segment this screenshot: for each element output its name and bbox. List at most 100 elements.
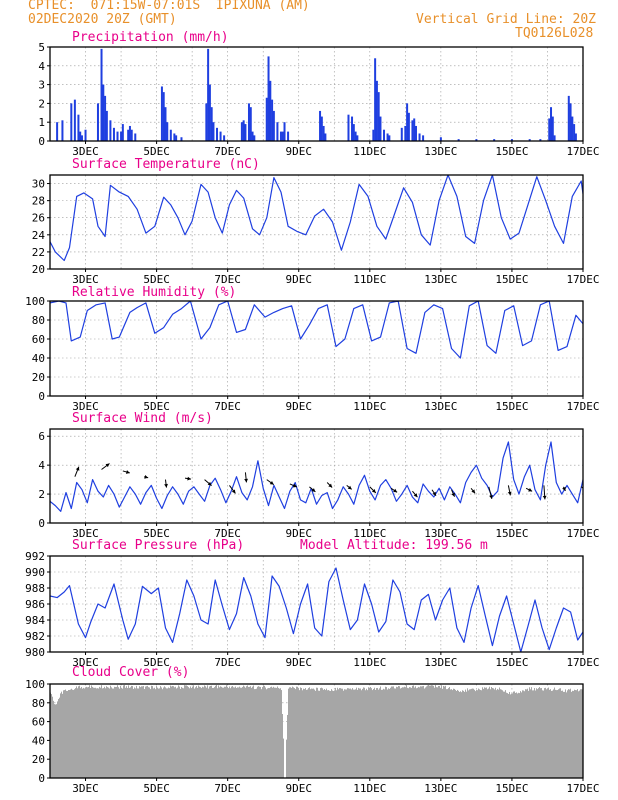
wind-arrow-head <box>311 488 316 492</box>
cloud-bar <box>244 686 245 778</box>
x-tick-label: 7DEC <box>214 400 241 413</box>
cloud-bar <box>499 687 500 778</box>
cloud-bar <box>545 687 546 778</box>
precip-bar <box>244 124 247 141</box>
x-tick-label: 11DEC <box>353 656 386 669</box>
cloud-bar <box>484 687 485 778</box>
cloud-bar <box>175 686 176 778</box>
cloud-bar <box>257 686 258 778</box>
cloud-bar <box>250 686 251 778</box>
cloud-bar <box>496 690 497 778</box>
cloud-bar <box>328 690 329 778</box>
cloud-bar <box>228 688 229 778</box>
cloud-bar <box>93 687 94 778</box>
cloud-bar <box>372 690 373 778</box>
cloud-bar <box>379 688 380 778</box>
x-tick-label: 11DEC <box>353 782 386 795</box>
cloud-bar <box>103 688 104 778</box>
cloud-bar <box>116 686 117 778</box>
cloud-bar <box>203 687 204 778</box>
cloud-bar <box>297 686 298 778</box>
cloud-bar <box>158 688 159 778</box>
precip-bar <box>375 80 378 141</box>
y-tick-label: 5 <box>38 41 45 54</box>
cloud-bar <box>211 685 212 778</box>
cloud-bar <box>138 688 139 778</box>
cloud-bar <box>226 685 227 778</box>
precip-bar <box>475 139 478 141</box>
precip-bar <box>418 133 421 141</box>
cloud-bar <box>457 689 458 778</box>
precip-bar <box>276 122 279 141</box>
cloud-bar <box>194 688 195 778</box>
cloud-bar <box>403 687 404 778</box>
cloud-bar <box>71 688 72 778</box>
x-tick-label: 3DEC <box>72 656 99 669</box>
cloud-bar <box>289 687 290 778</box>
cloud-bar <box>142 686 143 778</box>
cloud-bar <box>204 685 205 778</box>
cloud-bar <box>258 686 259 778</box>
cloud-bar <box>196 686 197 778</box>
precip-bar <box>127 129 130 141</box>
cloud-bar <box>107 687 108 778</box>
wind-arrow-head <box>144 475 149 479</box>
cloud-bar <box>202 686 203 778</box>
cloud-bar <box>427 685 428 778</box>
cloud-bar <box>81 686 82 778</box>
precip-bar <box>319 110 322 141</box>
precip-bar <box>569 103 572 141</box>
cloud-bar <box>101 685 102 778</box>
cloud-bar <box>209 686 210 778</box>
precip-bar <box>134 133 137 141</box>
cloud-bar <box>487 689 488 778</box>
cloud-bar <box>195 687 196 778</box>
panel-title: Surface Wind (m/s) <box>72 411 213 426</box>
x-tick-label: 9DEC <box>285 400 312 413</box>
cloud-bar <box>300 687 301 778</box>
cloud-bar <box>526 689 527 778</box>
cloud-bar <box>201 688 202 778</box>
cloud-bar <box>141 686 142 778</box>
x-tick-label: 17DEC <box>566 400 599 413</box>
wind-arrow-head <box>562 486 566 491</box>
cloud-bar <box>390 687 391 778</box>
cloud-bar <box>108 687 109 778</box>
cloud-bar <box>218 685 219 778</box>
cloud-bar <box>515 692 516 778</box>
cloud-bar <box>543 690 544 778</box>
y-tick-label: 0 <box>38 135 45 148</box>
cloud-bar <box>283 738 284 778</box>
cloud-bar <box>230 688 231 778</box>
cloud-bar <box>357 689 358 778</box>
y-tick-label: 3 <box>38 79 45 92</box>
cloud-bar <box>261 689 262 778</box>
precip-bar <box>407 112 410 141</box>
cloud-bar <box>433 685 434 778</box>
cloud-bar <box>557 690 558 778</box>
cloud-bar <box>309 687 310 778</box>
precip-bar <box>216 127 219 141</box>
cloud-bar <box>513 691 514 778</box>
precip-bar <box>379 116 382 141</box>
precip-bar <box>173 133 176 141</box>
y-tick-label: 20 <box>32 753 45 766</box>
cloud-bar <box>251 687 252 778</box>
precip-bar <box>271 99 274 141</box>
panel-title: Surface Temperature (nC) <box>72 157 260 172</box>
cloud-bar <box>530 689 531 778</box>
panel-title: Cloud Cover (%) <box>72 665 189 680</box>
cloud-bar <box>173 686 174 778</box>
precip-bar <box>548 118 551 141</box>
cloud-bar <box>434 687 435 778</box>
cloud-bar <box>363 687 364 778</box>
cloud-bar <box>255 689 256 778</box>
cloud-bar <box>490 689 491 778</box>
cloud-bar <box>404 686 405 778</box>
precip-bar <box>175 135 178 141</box>
cloud-bar <box>508 693 509 778</box>
cloud-bar <box>287 714 288 778</box>
precip-bar <box>603 124 605 141</box>
precip-bar <box>372 129 375 141</box>
cloud-bar <box>529 687 530 778</box>
